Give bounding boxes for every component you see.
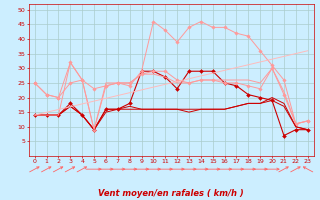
Text: Vent moyen/en rafales ( km/h ): Vent moyen/en rafales ( km/h ): [98, 189, 244, 198]
